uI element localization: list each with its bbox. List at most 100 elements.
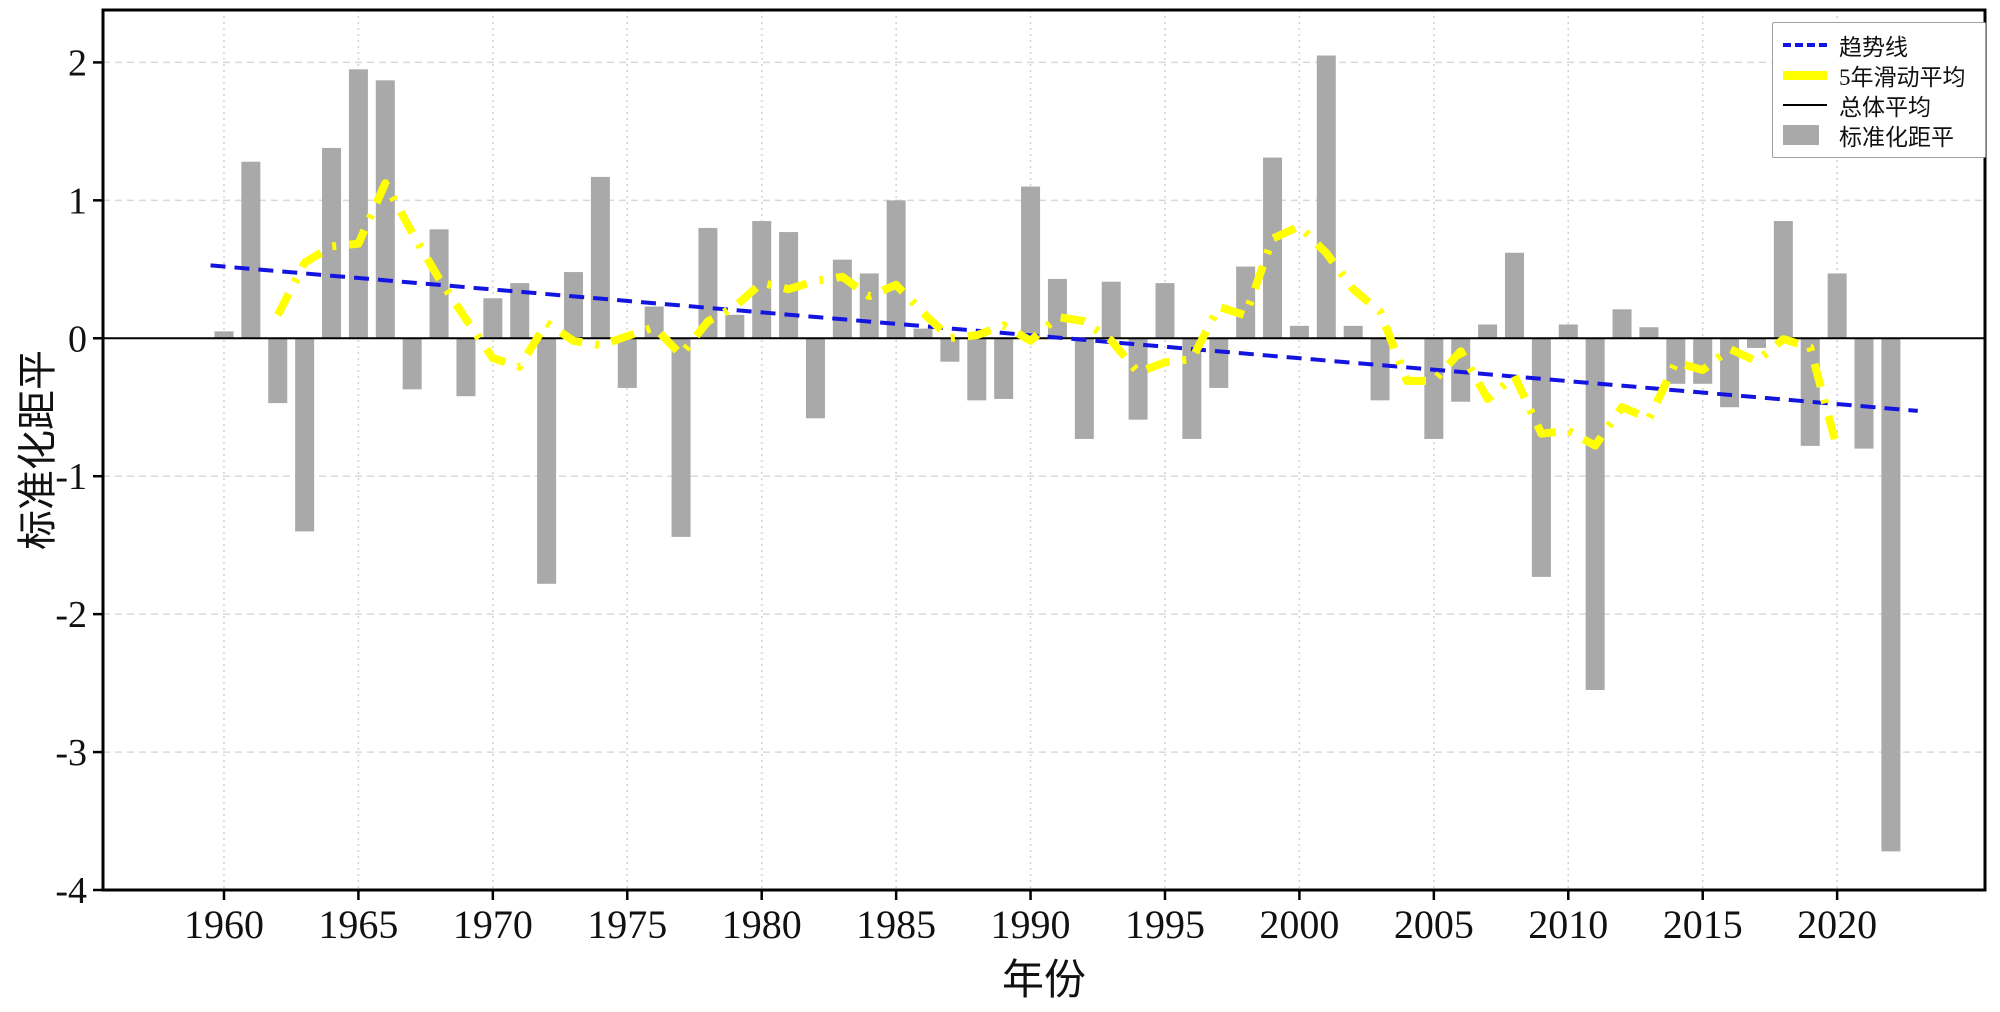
x-tick-label-2010: 2010 [1528,902,1608,947]
bar-1998 [1236,266,1256,339]
bar-1962 [268,338,288,404]
swatch-shape [1783,70,1827,80]
bar-1965 [348,69,368,339]
x-tick-label-2015: 2015 [1663,902,1743,947]
legend-item: 总体平均 [1783,90,1975,120]
x-tick-label-2000: 2000 [1259,902,1339,947]
bar-1987 [940,338,960,362]
x-tick-label-1980: 1980 [722,902,802,947]
x-tick-label-1985: 1985 [856,902,936,947]
legend-item-label: 5年滑动平均 [1839,65,1966,90]
legend-item-label: 标准化距平 [1839,125,1954,150]
bar-2015 [1693,338,1713,384]
bar-1997 [1209,338,1229,388]
bar-1963 [295,338,315,532]
bar-1999 [1263,157,1283,339]
bar-2009 [1531,338,1551,577]
bar-1990 [1021,186,1041,339]
bar-2014 [1666,338,1686,384]
bar-2017 [1746,338,1766,348]
bar-1978 [698,227,718,339]
bar-2020 [1827,273,1847,339]
x-tick-label-1990: 1990 [991,902,1071,947]
bar-1982 [805,338,825,419]
y-tick-label-1: 1 [68,180,87,222]
bar-1967 [402,338,422,390]
x-tick-label-1995: 1995 [1125,902,1205,947]
legend: 趋势线 5年滑动平均 总体平均标准化距平 [1772,22,1986,158]
gray-box-swatch-icon [1783,125,1829,145]
bar-1980 [752,221,772,339]
bar-2012 [1612,309,1632,339]
swatch-shape [1783,43,1827,47]
bar-1971 [510,283,530,339]
bar-1989 [994,338,1014,399]
y-tick-label--1: -1 [55,456,87,498]
bar-1986 [913,328,933,339]
bars-group [214,55,1901,852]
bar-2021 [1854,338,1874,449]
bar-1993 [1101,281,1121,339]
moving-average-line [274,179,1841,450]
thin-black-swatch-icon [1783,104,1829,106]
bar-1977 [671,338,691,537]
y-tick-label--4: -4 [55,870,87,912]
legend-item-label: 总体平均 [1839,95,1931,120]
bar-2005 [1424,338,1444,439]
bar-1975 [617,338,637,388]
bar-2003 [1370,338,1390,401]
x-tick-label-1970: 1970 [453,902,533,947]
thick-yellow-swatch-icon [1783,70,1829,80]
bar-1979 [725,314,745,339]
y-tick-label--3: -3 [55,732,87,774]
swatch-shape [1783,125,1819,145]
bar-1992 [1074,338,1094,439]
lines-group [103,179,1985,450]
bar-2013 [1639,327,1659,339]
bar-2022 [1881,338,1901,852]
plot-frame [101,8,1987,892]
dashed-blue-swatch-icon [1783,43,1829,47]
bar-1970 [483,298,503,339]
y-axis-label: 标准化距平 [15,350,60,550]
bar-1966 [375,80,395,339]
bar-1983 [832,259,852,339]
x-tick-label-2020: 2020 [1797,902,1877,947]
bar-1964 [322,147,342,339]
swatch-shape [1783,104,1827,106]
x-tick-label-2005: 2005 [1394,902,1474,947]
bar-1991 [1047,278,1067,339]
bar-2019 [1800,338,1820,446]
bar-2000 [1289,325,1309,339]
legend-item: 5年滑动平均 [1783,60,1975,90]
y-tick-label--2: -2 [55,594,87,636]
bar-2002 [1343,325,1363,339]
bar-1985 [886,200,906,339]
bar-1972 [537,338,557,584]
x-tick-label-1965: 1965 [318,902,398,947]
bar-1973 [564,272,583,339]
bar-1969 [456,338,476,397]
x-axis-label: 年份 [1001,958,1086,1004]
y-tick-label-0: 0 [68,318,87,360]
bar-2016 [1720,338,1740,408]
bar-1988 [967,338,987,401]
x-tick-label-1960: 1960 [184,902,264,947]
legend-item: 标准化距平 [1783,120,1975,150]
bar-2001 [1316,55,1336,339]
bar-1960 [214,331,234,339]
y-tick-label-2: 2 [68,42,87,84]
bar-1995 [1155,283,1175,339]
axes-group: -4 -3 -2 -1 0 1 2 1960 1965 1970 1975 1980 1985 1990 1… [55,8,1987,947]
bar-1996 [1182,338,1202,439]
legend-item-label: 趋势线 [1839,35,1908,60]
bar-1984 [859,273,879,339]
bar-2007 [1478,324,1498,339]
bar-1974 [590,176,610,339]
bar-2018 [1773,221,1793,339]
bar-2011 [1585,338,1605,690]
bar-2010 [1558,324,1578,339]
bar-1961 [241,161,261,339]
